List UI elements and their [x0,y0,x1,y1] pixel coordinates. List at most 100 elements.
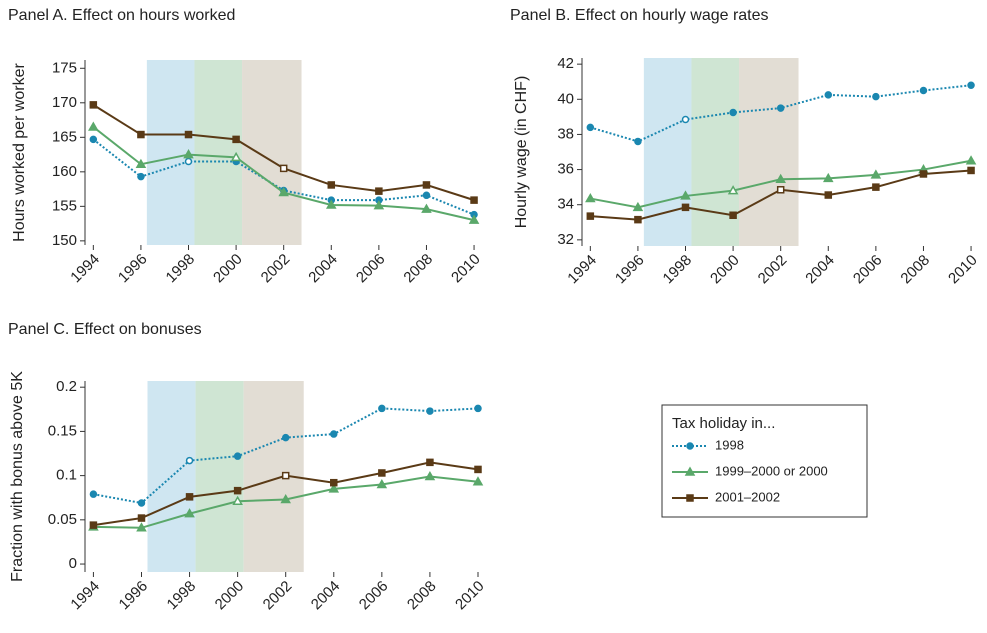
y-tick-label: 155 [52,197,77,214]
marker [472,476,484,486]
x-tick-label: 2008 [400,251,436,287]
marker [634,215,642,224]
x-tick-label: 2006 [353,251,389,287]
x-tick-label: 1994 [67,578,103,614]
shaded-region [195,381,244,572]
panel-title: Panel A. Effect on hours worked [8,7,235,24]
y-tick-label: 0.05 [48,511,77,528]
marker [327,181,336,189]
y-tick-label: 160 [52,163,77,180]
x-tick-label: 2006 [356,578,392,614]
marker [230,151,242,162]
marker [184,508,195,518]
x-tick-label: 2002 [755,252,791,288]
marker [89,490,98,498]
marker [328,483,340,493]
marker [424,470,436,481]
legend-marker [686,442,694,450]
x-tick-label: 2004 [308,578,344,614]
y-tick-label: 0.1 [56,467,77,484]
shaded-region [242,60,302,245]
x-tick-label: 1998 [164,578,200,614]
marker [919,86,928,95]
marker [681,203,690,212]
marker [729,211,737,220]
marker [681,115,690,124]
shaded-region [643,58,692,246]
x-tick-label: 2000 [210,251,246,287]
marker [325,199,337,209]
marker [184,157,193,166]
marker [775,173,786,183]
legend-label: 2001–2002 [715,489,780,504]
x-tick-label: 1994 [67,251,103,287]
marker [233,452,242,460]
y-axis-label: Fraction with bonus above 5K [9,371,26,582]
marker [421,203,432,213]
shaded-region [194,60,243,245]
marker [776,104,785,112]
marker [137,514,146,522]
marker [634,137,642,146]
panel-title: Panel B. Effect on hourly wage rates [510,7,769,24]
marker [872,183,880,191]
y-tick-label: 42 [557,55,574,72]
x-tick-label: 1996 [612,252,648,288]
marker [137,499,146,507]
marker [135,158,147,168]
x-tick-label: 1996 [115,251,151,287]
marker [680,190,691,200]
y-tick-label: 34 [557,196,574,213]
marker [88,121,99,131]
y-tick-label: 175 [52,59,77,76]
marker [280,493,291,504]
marker [967,81,975,89]
x-tick-label: 2006 [850,252,886,288]
marker [967,166,975,175]
x-tick-label: 2004 [305,251,341,287]
marker [89,135,98,144]
y-tick-label: 150 [52,232,77,249]
marker [185,493,194,501]
y-tick-label: 40 [557,90,574,107]
x-tick-label: 2010 [452,578,488,614]
marker [727,185,739,195]
marker [426,407,434,415]
marker [474,404,482,413]
marker [468,214,480,224]
y-tick-label: 170 [52,94,77,111]
marker [919,170,928,178]
marker [965,155,977,165]
marker [776,186,785,194]
marker [232,495,243,506]
marker [586,212,595,220]
marker [373,200,385,210]
y-tick-label: 165 [52,128,77,145]
marker [729,108,737,117]
marker [233,486,242,495]
x-tick-label: 1994 [564,252,600,288]
marker [824,191,833,199]
marker [375,187,383,195]
y-tick-label: 0.2 [56,378,77,395]
marker [426,458,434,467]
marker [872,92,880,101]
marker [378,404,386,413]
x-tick-label: 2002 [258,251,294,287]
marker [278,187,289,197]
x-tick-label: 1996 [115,578,151,614]
legend-marker [686,494,694,502]
marker [376,478,388,489]
marker [281,471,290,480]
marker [330,478,338,487]
x-tick-label: 2010 [448,251,484,287]
shaded-region [146,60,195,245]
x-tick-label: 1998 [660,252,696,288]
marker [378,469,386,477]
x-tick-label: 2010 [945,252,981,288]
y-tick-label: 36 [557,161,574,178]
y-tick-label: 38 [557,125,574,142]
marker [470,196,478,204]
x-tick-label: 2008 [404,578,440,614]
